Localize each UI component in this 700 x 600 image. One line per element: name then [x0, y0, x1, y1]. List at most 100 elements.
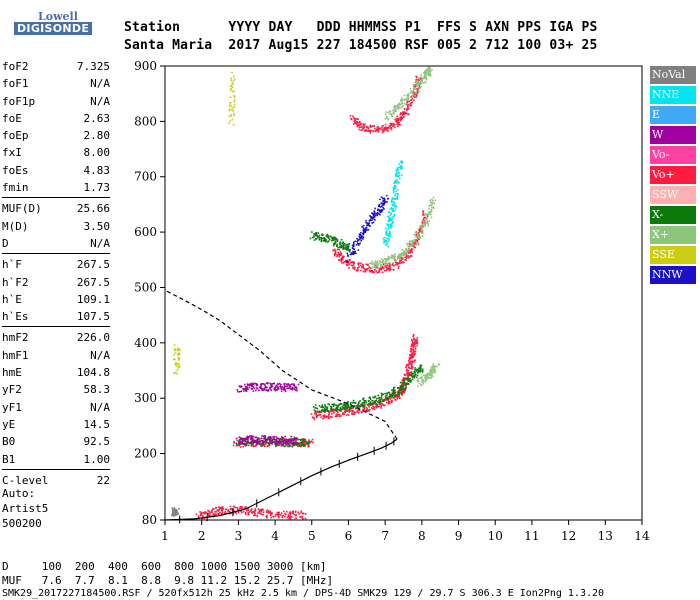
echo-point [391, 396, 394, 399]
echo-point [403, 381, 405, 384]
echo-point [369, 124, 372, 127]
echo-point [378, 403, 381, 405]
echo-point [394, 181, 396, 183]
echo-point [404, 384, 407, 386]
param-name: MUF(D) [2, 202, 42, 216]
echo-point [277, 444, 279, 447]
echo-point [365, 220, 367, 222]
echo-point [365, 228, 367, 231]
echo-point [252, 511, 255, 513]
echo-point [178, 353, 181, 356]
echo-point [409, 367, 412, 370]
echo-point [278, 515, 280, 518]
echo-point [267, 382, 269, 385]
echo-point [274, 445, 277, 447]
echo-point [380, 263, 383, 266]
echo-point [390, 226, 392, 228]
echo-point [395, 119, 398, 122]
echo-point [255, 444, 258, 446]
echo-point [400, 259, 402, 262]
echo-point [362, 238, 364, 240]
echo-point [385, 244, 387, 246]
echo-point [266, 516, 268, 519]
echo-point [419, 76, 422, 78]
echo-point [328, 411, 330, 414]
echo-point [256, 515, 259, 518]
echo-point [369, 402, 371, 404]
echo-point [333, 254, 336, 257]
y-tick-label: 600 [134, 225, 157, 239]
param-value: 58.3 [83, 383, 111, 397]
echo-point [320, 240, 323, 243]
echo-point [257, 437, 260, 440]
echo-point [245, 444, 248, 446]
echo-point [385, 126, 388, 129]
echo-point [423, 70, 426, 73]
echo-point [278, 382, 281, 385]
echo-point [313, 409, 316, 411]
echo-point [424, 379, 427, 382]
echo-point [233, 106, 236, 108]
echo-point [413, 376, 416, 379]
param-value: 109.1 [76, 292, 110, 306]
echo-point [231, 86, 234, 88]
echo-point [253, 440, 255, 443]
echo-point [405, 259, 407, 261]
echo-point [301, 515, 304, 518]
echo-point [391, 219, 393, 221]
echo-point [295, 440, 297, 442]
echo-point [335, 413, 338, 416]
echo-point [360, 126, 362, 129]
echo-point [371, 222, 373, 224]
param-value: 8.00 [83, 146, 111, 160]
echo-point [416, 232, 419, 235]
auto-name: Artist5 [2, 502, 49, 515]
echo-point [355, 269, 358, 272]
echo-point [218, 508, 221, 511]
echo-point [173, 344, 176, 346]
echo-point [348, 243, 351, 245]
echo-point [336, 411, 339, 414]
echo-point [404, 112, 406, 114]
echo-point [364, 123, 366, 126]
echo-point [364, 269, 367, 272]
echo-point [178, 365, 181, 368]
echo-point [290, 439, 292, 442]
echo-point [293, 444, 296, 447]
echo-point [428, 205, 431, 207]
echo-point [376, 266, 379, 269]
echo-point [217, 510, 220, 513]
echo-point [256, 439, 258, 442]
echo-point [228, 109, 231, 112]
echo-point [402, 251, 404, 254]
echo-point [273, 435, 276, 438]
param-row: foF2 7.325 [2, 58, 110, 75]
echo-point [392, 254, 395, 257]
echo-point [362, 235, 364, 238]
echo-point [314, 410, 317, 412]
echo-point [231, 71, 233, 74]
echo-point [392, 257, 395, 260]
echo-point [404, 387, 407, 389]
echo-point [364, 130, 367, 132]
echo-point [248, 386, 251, 389]
y-tick-label: 400 [134, 336, 157, 350]
echo-point [253, 511, 256, 514]
echo-point [369, 219, 372, 221]
echo-point [381, 402, 383, 405]
echo-point [251, 440, 253, 442]
echo-point [413, 86, 415, 89]
echo-point [375, 130, 377, 132]
echo-point [384, 227, 387, 230]
echo-point [401, 253, 404, 256]
echo-point [377, 131, 380, 133]
echo-point [230, 84, 233, 87]
echo-point [378, 262, 380, 265]
echo-point [386, 399, 389, 401]
echo-point [407, 105, 409, 108]
echo-point [414, 340, 417, 343]
echo-point [396, 105, 399, 107]
echo-point [430, 211, 433, 213]
echo-point [384, 117, 387, 120]
